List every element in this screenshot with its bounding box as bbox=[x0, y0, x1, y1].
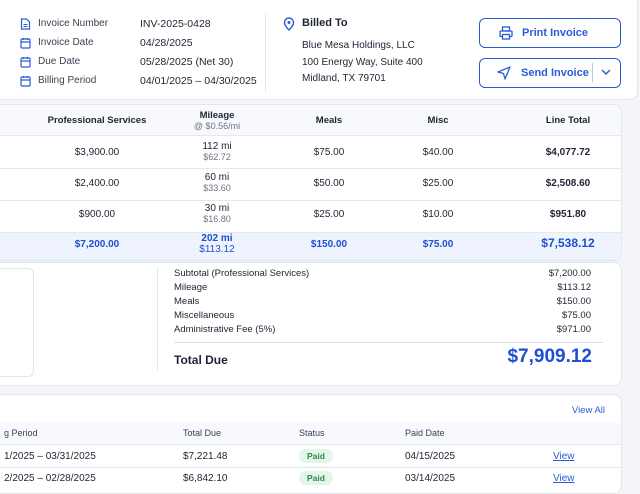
summary-label: Meals bbox=[174, 296, 200, 307]
history-cell: 04/15/2025 bbox=[405, 451, 456, 462]
status-badge: Paid bbox=[299, 449, 333, 463]
total-due-value: $7,909.12 bbox=[507, 346, 592, 367]
table-cell: $75.00 bbox=[422, 239, 454, 250]
line-items-card bbox=[0, 104, 622, 261]
table-cell: $7,538.12 bbox=[541, 236, 595, 250]
divider bbox=[592, 63, 593, 82]
column-header: Misc bbox=[427, 115, 449, 126]
meta-label: Invoice Number bbox=[38, 18, 109, 29]
table-cell: $4,077.72 bbox=[545, 147, 591, 158]
column-header: Professional Services bbox=[47, 115, 147, 126]
billed-to-title: Billed To bbox=[302, 17, 348, 29]
row-divider bbox=[0, 467, 621, 468]
print-label: Print Invoice bbox=[522, 27, 589, 39]
table-cell: $150.00 bbox=[310, 239, 348, 250]
mileage-amount: $62.72 bbox=[203, 152, 231, 162]
table-cell: $900.00 bbox=[78, 209, 116, 220]
history-cell: $7,221.48 bbox=[183, 451, 228, 462]
history-header: Total Due bbox=[183, 428, 222, 438]
summary-label: Miscellaneous bbox=[174, 310, 235, 321]
table-header-bg bbox=[0, 105, 621, 136]
status-badge: Paid bbox=[299, 471, 333, 485]
row-divider bbox=[0, 200, 621, 201]
send-label: Send Invoice bbox=[521, 67, 589, 79]
meta-value: 05/28/2025 (Net 30) bbox=[140, 56, 234, 68]
table-cell: $2,508.60 bbox=[545, 178, 591, 189]
print-button[interactable]: Print Invoice bbox=[479, 18, 621, 48]
table-cell: $40.00 bbox=[422, 147, 454, 158]
meta-value: INV-2025-0428 bbox=[140, 18, 211, 30]
history-cell: 03/14/2025 bbox=[405, 473, 456, 484]
meta-value: 04/01/2025 – 04/30/2025 bbox=[140, 75, 257, 87]
meta-label: Due Date bbox=[38, 56, 81, 67]
meta-icon bbox=[20, 38, 31, 49]
row-divider bbox=[0, 168, 621, 169]
column-header: Meals bbox=[315, 115, 343, 126]
history-cell: 2/2025 – 02/28/2025 bbox=[4, 473, 96, 484]
view-link[interactable]: View bbox=[553, 473, 575, 484]
summary-value: $7,200.00 bbox=[548, 268, 591, 279]
note-box bbox=[0, 268, 34, 377]
history-cell: 1/2025 – 03/31/2025 bbox=[4, 451, 96, 462]
billed-to-line: Midland, TX 79701 bbox=[302, 73, 386, 84]
table-cell: $75.00 bbox=[313, 147, 345, 158]
mileage-amount: $113.12 bbox=[199, 244, 235, 255]
meta-label: Billing Period bbox=[38, 75, 97, 86]
dropdown-icon[interactable] bbox=[601, 69, 611, 76]
billed-to-line: Blue Mesa Holdings, LLC bbox=[302, 40, 415, 51]
column-header: Line Total bbox=[545, 115, 591, 126]
table-cell: $10.00 bbox=[422, 209, 454, 220]
meta-icon bbox=[20, 18, 31, 30]
divider bbox=[265, 14, 266, 92]
meta-icon bbox=[20, 57, 31, 68]
pin-icon bbox=[283, 17, 295, 31]
history-cell: $6,842.10 bbox=[183, 473, 228, 484]
summary-card bbox=[0, 262, 622, 386]
row-divider bbox=[0, 444, 621, 445]
mileage-miles: 112 mi bbox=[202, 141, 232, 152]
mileage-miles: 60 mi bbox=[204, 172, 230, 183]
mileage-amount: $16.80 bbox=[203, 214, 231, 224]
meta-value: 04/28/2025 bbox=[140, 37, 193, 49]
table-cell: $50.00 bbox=[313, 178, 345, 189]
history-header: g Period bbox=[4, 428, 38, 438]
table-cell: $25.00 bbox=[422, 178, 454, 189]
row-divider bbox=[0, 232, 621, 233]
table-cell: $7,200.00 bbox=[74, 239, 120, 250]
printer-icon bbox=[499, 26, 513, 40]
divider bbox=[157, 268, 158, 370]
mileage-miles: 30 mi bbox=[204, 203, 230, 214]
history-header: Paid Date bbox=[405, 428, 445, 438]
billed-to-line: 100 Energy Way, Suite 400 bbox=[302, 57, 423, 68]
summary-value: $75.00 bbox=[561, 310, 591, 321]
send-icon bbox=[497, 66, 511, 80]
mileage-amount: $33.60 bbox=[203, 183, 231, 193]
summary-label: Administrative Fee (5%) bbox=[174, 324, 276, 335]
divider bbox=[174, 342, 603, 343]
column-sublabel: @ $0.56/mi bbox=[193, 121, 241, 131]
history-header-bg bbox=[0, 423, 621, 445]
meta-label: Invoice Date bbox=[38, 37, 94, 48]
view-all-link[interactable]: View All bbox=[571, 405, 605, 416]
summary-label: Subtotal (Professional Services) bbox=[174, 268, 310, 279]
summary-value: $150.00 bbox=[556, 296, 591, 307]
total-due-label: Total Due bbox=[174, 353, 228, 367]
row-divider bbox=[0, 135, 621, 136]
summary-value: $971.00 bbox=[556, 324, 591, 335]
table-cell: $3,900.00 bbox=[74, 147, 120, 158]
table-cell: $2,400.00 bbox=[74, 178, 120, 189]
meta-icon bbox=[20, 76, 31, 87]
send-button[interactable]: Send Invoice bbox=[479, 58, 621, 88]
summary-label: Mileage bbox=[174, 282, 208, 293]
view-link[interactable]: View bbox=[553, 451, 575, 462]
table-cell: $951.80 bbox=[549, 209, 587, 220]
history-header: Status bbox=[299, 428, 325, 438]
mileage-miles: 202 mi bbox=[201, 233, 233, 244]
table-cell: $25.00 bbox=[313, 209, 345, 220]
summary-value: $113.12 bbox=[557, 282, 591, 293]
total-row-bg bbox=[0, 233, 621, 260]
column-header: Mileage bbox=[199, 110, 235, 121]
